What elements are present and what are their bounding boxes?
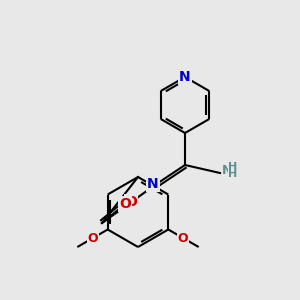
Text: H: H: [228, 169, 237, 179]
Text: H: H: [228, 162, 237, 172]
Text: O: O: [178, 232, 188, 244]
Text: O: O: [125, 195, 137, 209]
Text: N: N: [147, 177, 159, 191]
Text: N: N: [222, 164, 232, 176]
Text: O: O: [119, 197, 131, 211]
Text: N: N: [179, 70, 191, 84]
Text: O: O: [88, 232, 98, 244]
